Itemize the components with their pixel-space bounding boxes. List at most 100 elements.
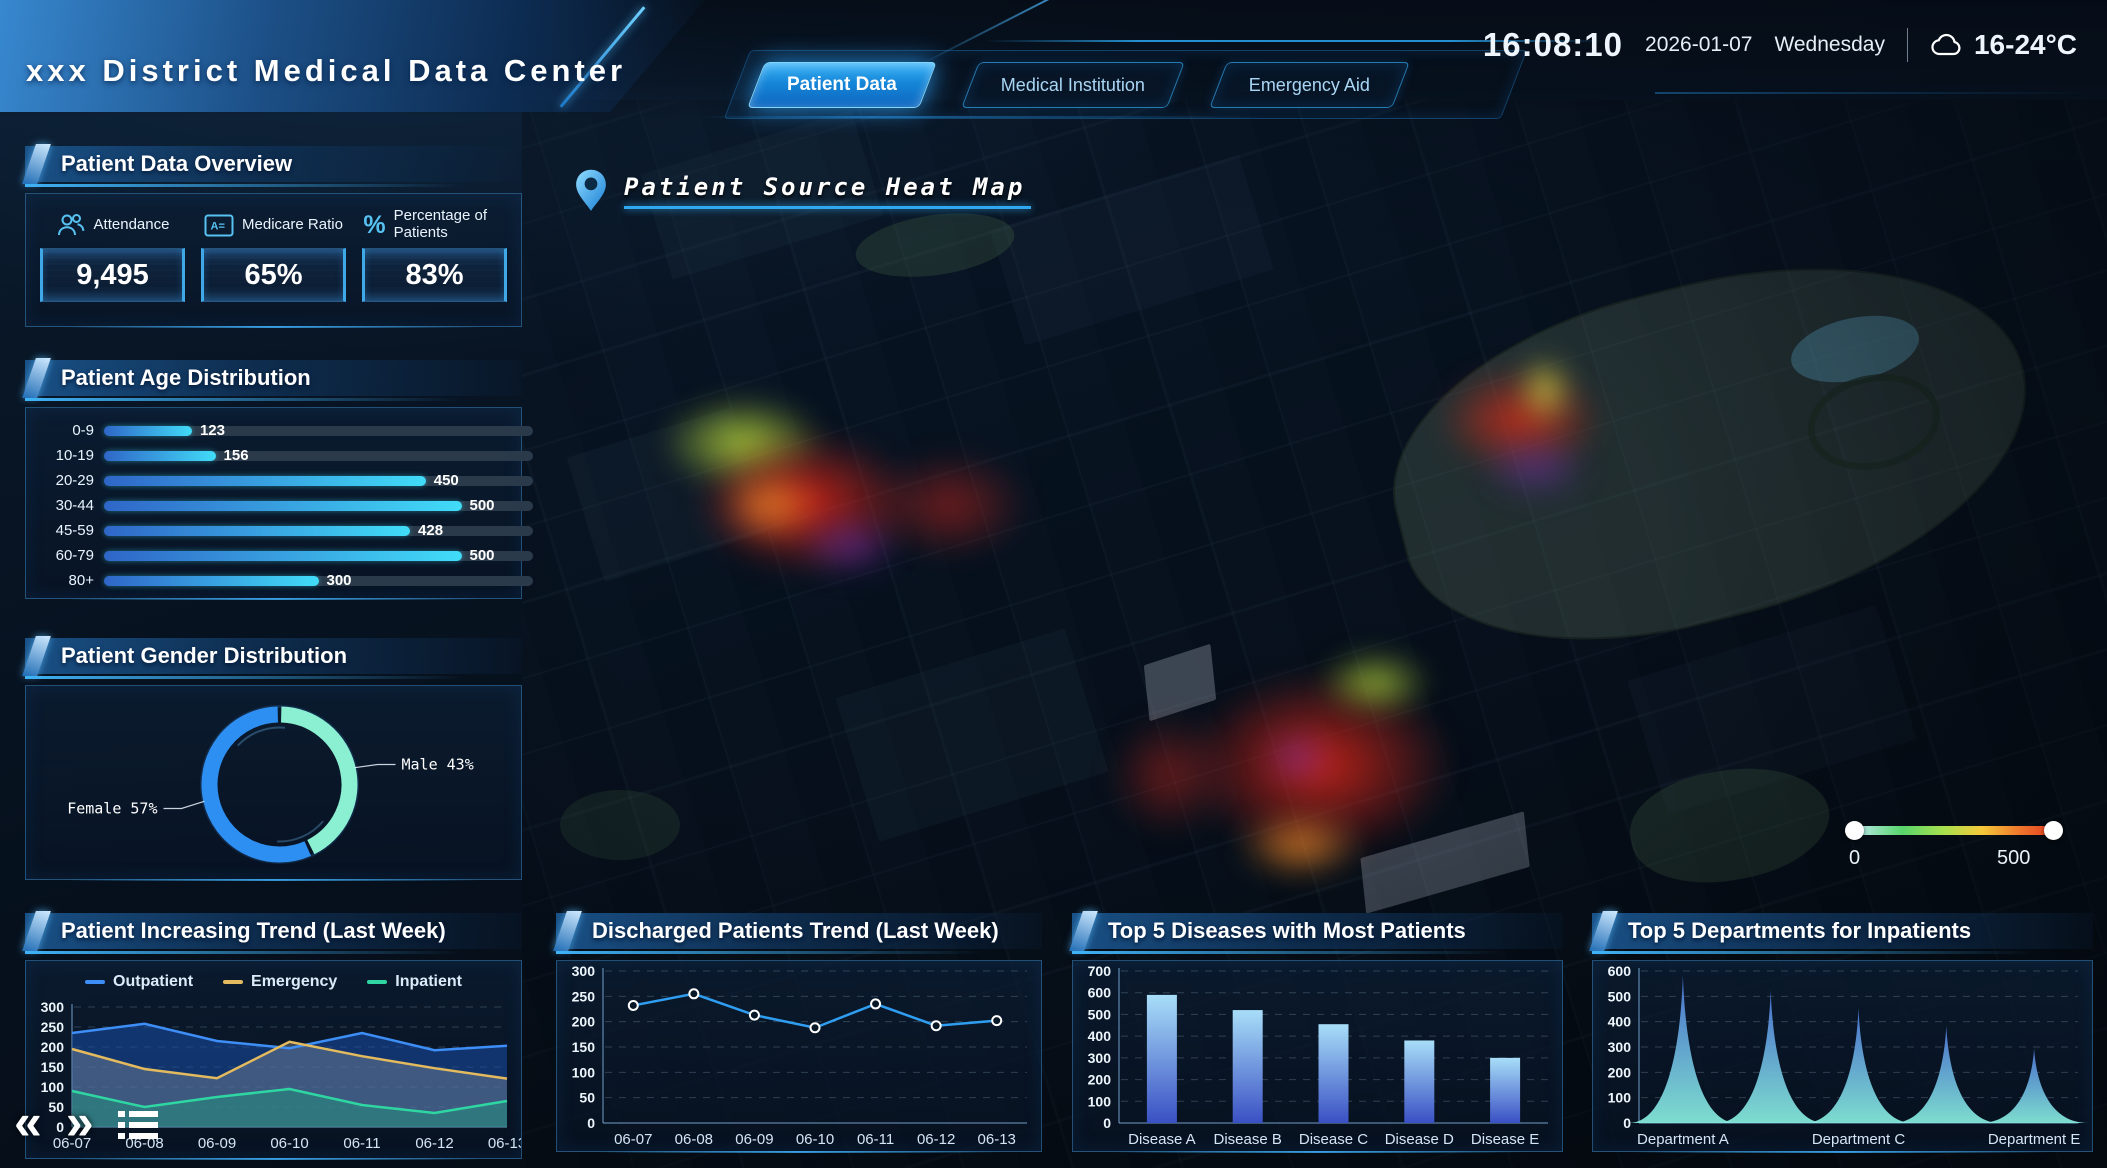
metric-attendance: Attendance 9,495 [32,202,193,334]
cloud-icon [1931,33,1961,56]
list-menu-icon[interactable] [117,1108,158,1142]
header: xxx District Medical Data Center Patient… [0,0,2107,119]
age-bar-row: 60-79 500 [38,547,533,564]
svg-text:300: 300 [572,963,596,979]
svg-text:200: 200 [572,1014,596,1030]
panel-title: Patient Gender Distribution [61,643,348,668]
svg-text:06-12: 06-12 [917,1131,955,1148]
svg-text:Male 43%: Male 43% [402,756,474,774]
legend-item[interactable]: Outpatient [85,973,193,991]
time: 16:08:10 [1482,26,1624,63]
panel-title: Patient Age Distribution [61,365,311,390]
svg-text:300: 300 [1608,1039,1632,1055]
svg-text:06-10: 06-10 [796,1131,834,1148]
svg-text:06-07: 06-07 [53,1135,91,1152]
clock-block: 16:08:10 2026-01-07 Wednesday 16-24°C [1483,26,2077,64]
svg-text:400: 400 [1608,1014,1632,1030]
panel-body: Male 43% Female 57% [25,685,522,881]
svg-text:06-08: 06-08 [125,1135,163,1152]
svg-text:100: 100 [1608,1090,1632,1106]
panel-patient-gender-distribution: Patient Gender Distribution Male 43% Fema… [25,638,522,881]
map-pin-icon [576,169,606,211]
header-deco-line [1655,92,2095,94]
svg-text:0: 0 [1103,1115,1111,1131]
map-title-block: Patient Source Heat Map [574,168,1032,214]
svg-text:Disease A: Disease A [1128,1131,1196,1148]
panel-body: Outpatient Emergency Inpatient 0 50 100 150 20… [25,960,527,1160]
legend-item[interactable]: Emergency [223,973,337,991]
svg-text:300: 300 [41,999,65,1015]
svg-text:Disease D: Disease D [1385,1131,1454,1148]
svg-text:200: 200 [1608,1064,1632,1080]
svg-text:500: 500 [1088,1006,1112,1022]
patient-increasing-trend-chart: 0 50 100 150 200 250 300 06-07 06-08 06-09 06-10 06… [26,997,527,1155]
svg-text:06-11: 06-11 [343,1135,380,1152]
title-banner [0,0,705,112]
svg-text:150: 150 [572,1039,596,1055]
tab-emergency-aid[interactable]: Emergency Aid [1209,62,1410,108]
overview-metrics: Attendance 9,495 A= Medicare Ratio 65% [26,194,521,334]
svg-text:Department A: Department A [1637,1131,1729,1148]
panel-patient-increasing-trend: Patient Increasing Trend (Last Week) Out… [25,913,527,1160]
weekday: Wednesday [1774,33,1885,56]
heat-scale-labels: 0 500 [1845,847,2063,873]
age-bar-row: 0-9 123 [38,422,533,439]
svg-text:Female 57%: Female 57% [67,800,157,818]
double-chevron-left-icon[interactable]: « [14,1094,42,1150]
panel-title: Discharged Patients Trend (Last Week) [592,918,999,943]
panel-body: 0 100 200 300 400 500 600 700 Disease A Disease B… [1072,960,1563,1153]
panel-title: Top 5 Diseases with Most Patients [1108,918,1466,943]
panel-patient-age-distribution: Patient Age Distribution 0-9 123 10-19 156 2… [25,360,533,600]
panel-header: Patient Age Distribution [25,360,522,401]
panel-title: Patient Increasing Trend (Last Week) [61,918,446,943]
metric-value: 9,495 [40,248,185,302]
panel-title: Patient Data Overview [61,151,293,176]
medicare-card-icon: A= [204,214,234,237]
metric-header: % Percentage of Patients [361,202,507,248]
age-bar-row: 10-19 156 [38,447,533,464]
heat-scale-max: 500 [1997,847,2031,869]
double-chevron-right-icon[interactable]: » [65,1094,94,1150]
tab-label: Emergency Aid [1248,74,1370,95]
metric-value: 83% [362,248,507,302]
discharged-trend-chart: 0 50 100 150 200 250 300 06-07 06-08 06-09 06-10 06… [557,961,1041,1151]
svg-text:400: 400 [1088,1028,1112,1044]
svg-text:Department C: Department C [1812,1131,1906,1148]
metric-header: A= Medicare Ratio [202,202,345,248]
panel-top-departments: Top 5 Departments for Inpatients 0 100 200… [1592,913,2093,1153]
svg-text:600: 600 [1608,963,1632,979]
panel-body: Attendance 9,495 A= Medicare Ratio 65% [25,193,522,328]
panel-header: Top 5 Diseases with Most Patients [1072,913,1563,954]
top-diseases-chart: 0 100 200 300 400 500 600 700 Disease A Disease B… [1073,961,1562,1151]
svg-text:Disease C: Disease C [1299,1131,1368,1148]
panel-header: Patient Gender Distribution [25,638,522,679]
age-bar-row: 80+ 300 [38,572,533,589]
heat-scale-handle-min[interactable] [1845,821,1864,840]
heat-scale-min: 0 [1849,847,1861,869]
svg-text:0: 0 [1623,1115,1631,1131]
gender-donut-chart: Male 43% Female 57% [26,686,521,879]
panel-top-diseases: Top 5 Diseases with Most Patients 0 100 20… [1072,913,1563,1153]
heat-scale-track[interactable] [1845,821,2063,840]
tab-medical-institution[interactable]: Medical Institution [960,62,1185,108]
svg-text:06-08: 06-08 [675,1131,713,1148]
metric-value: 65% [201,248,346,302]
panel-body: 0 100 200 300 400 500 600 Department A Departmen… [1592,960,2093,1153]
metric-medicare-ratio: A= Medicare Ratio 65% [193,202,354,334]
metric-label: Percentage of Patients [393,207,488,241]
legend-item[interactable]: Inpatient [367,973,462,991]
panel-patient-data-overview: Patient Data Overview Attendance 9,495 [25,146,522,328]
header-deco-line [700,116,1270,118]
svg-text:06-09: 06-09 [198,1135,236,1152]
metric-label: Medicare Ratio [242,215,343,233]
heat-scale-handle-max[interactable] [2044,821,2063,840]
svg-text:06-09: 06-09 [735,1131,773,1148]
tab-patient-data[interactable]: Patient Data [747,62,937,108]
panel-body: 0 50 100 150 200 250 300 06-07 06-08 06-09 06-10 06… [556,960,1042,1153]
svg-text:150: 150 [41,1059,65,1075]
svg-text:06-10: 06-10 [270,1135,308,1152]
svg-text:Disease E: Disease E [1471,1131,1539,1148]
metric-header: Attendance [54,202,172,248]
svg-text:Disease B: Disease B [1214,1131,1282,1148]
divider [1906,28,1908,62]
